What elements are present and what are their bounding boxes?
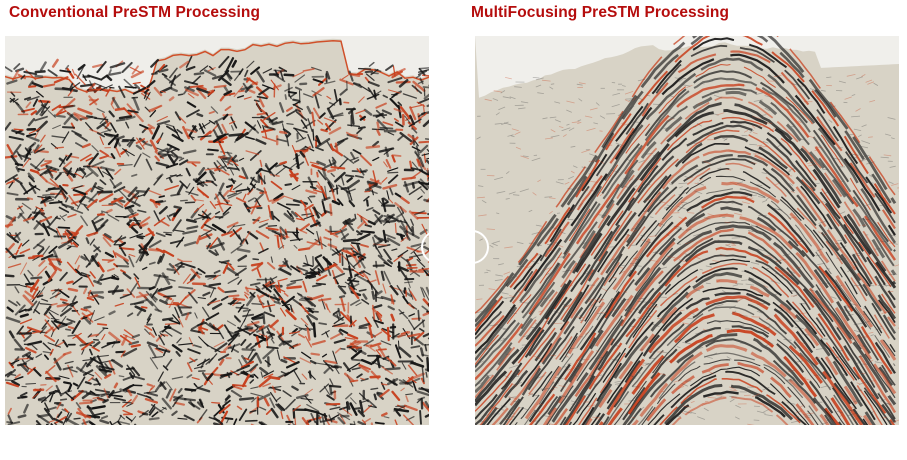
multifocusing-seismic-image bbox=[475, 36, 899, 425]
conventional-seismic-canvas bbox=[5, 36, 429, 425]
split-view-handle-icon-right[interactable] bbox=[455, 230, 489, 264]
conventional-seismic-image bbox=[5, 36, 429, 425]
multifocusing-prestm-title: MultiFocusing PreSTM Processing bbox=[471, 4, 730, 21]
split-view-handle-icon[interactable] bbox=[421, 230, 455, 264]
multifocusing-seismic-canvas bbox=[475, 36, 899, 425]
conventional-prestm-title: Conventional PreSTM Processing bbox=[9, 4, 261, 21]
